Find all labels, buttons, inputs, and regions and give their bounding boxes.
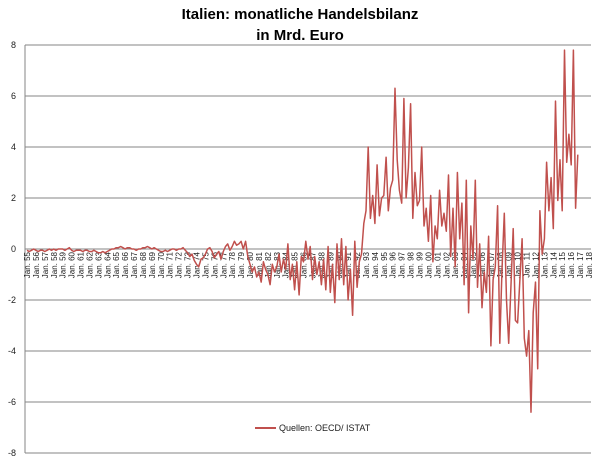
x-tick-label: Jan. 96 xyxy=(389,251,398,278)
x-tick-label: Jan. 98 xyxy=(407,251,416,278)
x-tick-label: Jan. 71 xyxy=(166,251,175,278)
x-tick-label: Jan. 05 xyxy=(469,251,478,278)
chart-subtitle: in Mrd. Euro xyxy=(256,27,344,44)
x-tick-label: Jan. 65 xyxy=(112,251,121,278)
x-tick-label: Jan. 79 xyxy=(237,251,246,278)
y-tick-label: -8 xyxy=(8,448,16,458)
x-tick-label: Jan. 81 xyxy=(255,251,264,278)
x-tick-label: Jan. 93 xyxy=(362,251,371,278)
y-tick-label: -4 xyxy=(8,346,16,356)
x-tick-label: Jan. 87 xyxy=(308,251,317,278)
x-tick-label: Jan. 97 xyxy=(398,251,407,278)
x-tick-label: Jan. 76 xyxy=(210,251,219,278)
x-tick-label: Jan. 89 xyxy=(326,251,335,278)
x-tick-label: Jan. 58 xyxy=(50,251,59,278)
x-tick-label: Jan. 16 xyxy=(567,251,576,278)
x-tick-label: Jan. 14 xyxy=(549,251,558,278)
x-tick-label: Jan. 00 xyxy=(424,251,433,278)
x-tick-label: Jan. 99 xyxy=(416,251,425,278)
y-axis-ticks: 8 6 4 2 0 -2 -4 -6 -8 xyxy=(8,40,16,458)
x-tick-label: Jan. 69 xyxy=(148,251,157,278)
x-tick-label: Jan. 94 xyxy=(371,251,380,278)
x-tick-label: Jan. 66 xyxy=(121,251,130,278)
x-tick-label: Jan. 95 xyxy=(380,251,389,278)
x-tick-label: Jan. 91 xyxy=(344,251,353,278)
x-tick-label: Jan. 13 xyxy=(540,251,549,278)
x-tick-label: Jan. 68 xyxy=(139,251,148,278)
x-tick-label: Jan. 64 xyxy=(103,251,112,278)
x-tick-label: Jan. 67 xyxy=(130,251,139,278)
x-tick-label: Jan. 02 xyxy=(442,251,451,278)
x-tick-label: Jan. 86 xyxy=(300,251,309,278)
x-tick-label: Jan. 17 xyxy=(576,251,585,278)
x-tick-label: Jan. 57 xyxy=(41,251,50,278)
x-tick-label: Jan. 59 xyxy=(59,251,68,278)
x-tick-label: Jan. 11 xyxy=(523,251,532,277)
x-tick-label: Jan. 72 xyxy=(175,251,184,278)
x-tick-label: Jan. 55 xyxy=(23,251,32,278)
x-tick-label: Jan. 09 xyxy=(505,251,514,278)
x-tick-label: Jan. 73 xyxy=(184,251,193,278)
x-tick-label: Jan. 85 xyxy=(291,251,300,278)
x-tick-label: Jan. 61 xyxy=(77,251,86,278)
x-tick-label: Jan. 07 xyxy=(487,251,496,278)
x-tick-label: Jan. 75 xyxy=(201,251,210,278)
y-tick-label: 0 xyxy=(11,244,16,254)
x-tick-label: Jan. 88 xyxy=(317,251,326,278)
legend: Quellen: OECD/ ISTAT xyxy=(255,423,371,433)
x-tick-label: Jan. 62 xyxy=(85,251,94,278)
series-line-handelsbilanz xyxy=(26,49,579,413)
x-axis-ticks: Jan. 55 Jan. 56 Jan. 57 Jan. 58 Jan. 59 Jan. … xyxy=(23,251,594,278)
x-tick-label: Jan. 12 xyxy=(531,251,540,278)
x-tick-label: Jan. 92 xyxy=(353,251,362,278)
x-tick-label: Jan. 01 xyxy=(433,251,442,278)
y-tick-label: 4 xyxy=(11,142,16,152)
y-tick-label: -6 xyxy=(8,397,16,407)
x-tick-label: Jan. 70 xyxy=(157,251,166,278)
x-tick-label: Jan. 08 xyxy=(496,251,505,278)
x-tick-label: Jan. 18 xyxy=(585,251,594,278)
x-tick-label: Jan. 06 xyxy=(478,251,487,278)
x-tick-label: Jan. 63 xyxy=(94,251,103,278)
y-tick-label: 8 xyxy=(11,40,16,50)
x-tick-label: Jan. 77 xyxy=(219,251,228,278)
gridlines xyxy=(25,44,591,454)
series-group xyxy=(26,49,579,413)
y-tick-label: -2 xyxy=(8,295,16,305)
chart-title: Italien: monatliche Handelsbilanz xyxy=(182,6,419,23)
x-tick-label: Jan. 10 xyxy=(514,251,523,278)
x-tick-label: Jan. 60 xyxy=(68,251,77,278)
x-tick-label: Jan. 82 xyxy=(264,251,273,278)
y-tick-label: 6 xyxy=(11,91,16,101)
x-tick-label: Jan. 56 xyxy=(32,251,41,278)
y-tick-label: 2 xyxy=(11,193,16,203)
x-tick-label: Jan. 15 xyxy=(558,251,567,278)
x-tick-label: Jan. 78 xyxy=(228,251,237,278)
legend-label: Quellen: OECD/ ISTAT xyxy=(279,423,371,433)
